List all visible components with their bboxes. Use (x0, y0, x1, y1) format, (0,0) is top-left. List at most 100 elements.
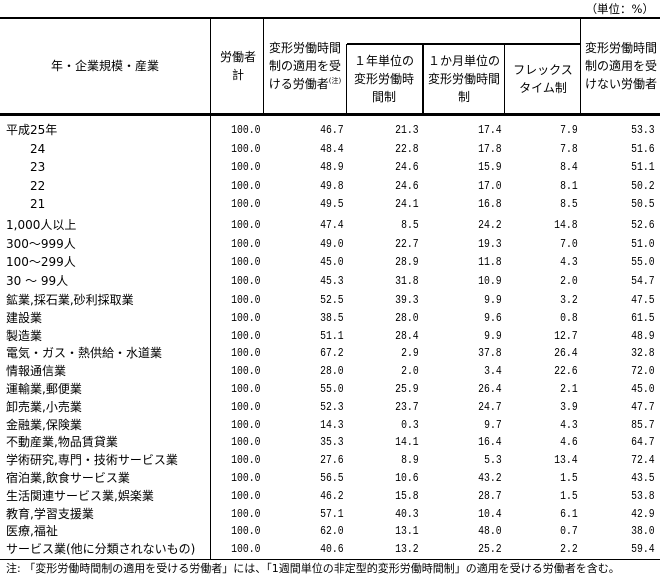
table-row: 製造業 100.0 51.1 28.4 9.9 12.7 48.9 (0, 328, 660, 345)
cell-total: 100.0 (231, 472, 261, 485)
cell-flex: 7.8 (560, 142, 578, 156)
table-row: 鉱業,採石業,砂利採取業 100.0 52.5 39.3 9.9 3.2 47.5 (0, 292, 660, 309)
table-row: 情報通信業 100.0 28.0 2.0 3.4 22.6 72.0 (0, 363, 660, 380)
row-label: 24 (30, 141, 46, 156)
table-row: 1,000人以上 100.0 47.4 8.5 24.2 14.8 52.6 (0, 217, 660, 234)
cell-one-month: 10.9 (478, 274, 502, 288)
header-divider (346, 44, 347, 114)
cell-one-month: 9.9 (484, 329, 502, 343)
cell-total: 100.0 (231, 179, 261, 193)
cell-not-applied: 85.7 (631, 418, 655, 432)
header-applied-text: 変形労働時間制の適用を受ける労働者(注) (267, 39, 343, 93)
cell-one-year: 2.0 (401, 365, 419, 379)
row-label: 製造業 (6, 328, 43, 343)
cell-one-month: 11.8 (478, 256, 502, 269)
cell-flex: 26.4 (554, 347, 578, 361)
table-row: 23 100.0 48.9 24.6 15.9 8.4 51.1 (0, 159, 660, 176)
table-row: 建設業 100.0 38.5 28.0 9.6 0.8 61.5 (0, 310, 660, 327)
cell-one-year: 14.1 (395, 436, 419, 450)
cell-applied: 35.3 (320, 436, 344, 450)
row-label: 宿泊業,飲食サービス業 (6, 471, 130, 485)
cell-total: 100.0 (231, 400, 261, 414)
row-label: 不動産業,物品賃貸業 (6, 435, 118, 450)
cell-one-year: 28.0 (395, 311, 419, 325)
row-label: 23 (30, 160, 46, 174)
cell-one-year: 28.9 (395, 256, 419, 269)
cell-one-month: 28.7 (478, 489, 502, 503)
cell-one-month: 43.2 (478, 472, 502, 485)
cell-not-applied: 55.0 (631, 256, 655, 269)
header-not-applied: 変形労働時間制の適用を受けない労働者 (584, 41, 657, 91)
cell-applied: 56.5 (320, 472, 344, 485)
table-row: 電気・ガス・熱供給・水道業 100.0 67.2 2.9 37.8 26.4 32.8 (0, 345, 660, 362)
table-row: 22 100.0 49.8 24.6 17.0 8.1 50.2 (0, 178, 660, 195)
cell-not-applied: 59.4 (631, 543, 655, 557)
cell-one-month: 10.4 (478, 507, 502, 521)
cell-one-year: 40.3 (395, 507, 419, 521)
header-divider (422, 44, 424, 114)
note-mark: (注) (328, 77, 342, 85)
cell-one-month: 24.7 (478, 400, 502, 414)
cell-not-applied: 72.4 (631, 454, 655, 468)
cell-total: 100.0 (231, 418, 261, 432)
cell-one-year: 24.1 (395, 198, 419, 211)
cell-applied: 51.1 (320, 329, 344, 343)
row-label: 21 (30, 197, 46, 211)
table-row: 30 ～ 99人 100.0 45.3 31.8 10.9 2.0 54.7 (0, 273, 660, 290)
cell-flex: 12.7 (554, 329, 578, 343)
cell-applied: 67.2 (320, 347, 344, 361)
cell-one-month: 5.3 (484, 454, 502, 468)
header-applied-label: 変形労働時間制の適用を受ける労働者 (268, 41, 341, 91)
cell-one-year: 10.6 (395, 472, 419, 485)
cell-flex: 3.2 (560, 294, 578, 307)
row-label: 22 (30, 178, 46, 193)
cell-one-year: 39.3 (395, 294, 419, 307)
row-label: 情報通信業 (6, 364, 67, 379)
row-label: 学術研究,専門・技術サービス業 (6, 453, 178, 468)
cell-total: 100.0 (231, 237, 261, 251)
cell-not-applied: 64.7 (631, 436, 655, 450)
cell-total: 100.0 (231, 489, 261, 503)
cell-not-applied: 61.5 (631, 311, 655, 325)
cell-not-applied: 50.5 (631, 198, 655, 211)
header-applied: 変形労働時間制の適用を受ける労働者(注) (267, 19, 343, 113)
cell-one-month: 9.9 (484, 294, 502, 307)
cell-total: 100.0 (231, 161, 261, 174)
header-divider (580, 19, 581, 114)
cell-one-year: 23.7 (395, 400, 419, 414)
cell-not-applied: 50.2 (631, 179, 655, 193)
cell-not-applied: 48.9 (631, 329, 655, 343)
cell-flex: 2.1 (560, 383, 578, 396)
cell-one-month: 16.8 (478, 198, 502, 211)
table-row: 医療,福祉 100.0 62.0 13.1 48.0 0.7 38.0 (0, 523, 660, 540)
table-row: 金融業,保険業 100.0 14.3 0.3 9.7 4.3 85.7 (0, 417, 660, 434)
cell-total: 100.0 (231, 124, 261, 137)
cell-total: 100.0 (231, 142, 261, 156)
cell-not-applied: 54.7 (631, 274, 655, 288)
cell-not-applied: 42.9 (631, 507, 655, 521)
cell-flex: 6.1 (560, 507, 578, 521)
cell-applied: 47.4 (320, 219, 344, 232)
cell-one-year: 22.7 (395, 237, 419, 251)
cell-applied: 45.0 (320, 256, 344, 269)
cell-one-year: 28.4 (395, 329, 419, 343)
cell-applied: 52.5 (320, 294, 344, 307)
row-label: 電気・ガス・熱供給・水道業 (6, 346, 163, 361)
table-row: 宿泊業,飲食サービス業 100.0 56.5 10.6 43.2 1.5 43.5 (0, 470, 660, 487)
cell-one-month: 17.8 (478, 142, 502, 156)
cell-flex: 8.5 (560, 198, 578, 211)
unit-label: （単位：%） (585, 2, 654, 16)
table-row: サービス業(他に分類されないもの) 100.0 40.6 13.2 25.2 2.2 59.… (0, 541, 660, 558)
cell-applied: 46.2 (320, 489, 344, 503)
cell-total: 100.0 (231, 543, 261, 557)
cell-flex: 2.2 (560, 543, 578, 557)
row-label: 100～299人 (6, 255, 76, 269)
cell-one-year: 13.2 (395, 543, 419, 557)
cell-one-month: 48.0 (478, 525, 502, 539)
cell-total: 100.0 (231, 347, 261, 361)
cell-flex: 8.4 (560, 161, 578, 174)
cell-flex: 1.5 (560, 489, 578, 503)
row-label: 平成25年 (6, 123, 58, 137)
cell-one-month: 17.4 (478, 124, 502, 137)
header-total: 労働者計 (219, 50, 256, 82)
